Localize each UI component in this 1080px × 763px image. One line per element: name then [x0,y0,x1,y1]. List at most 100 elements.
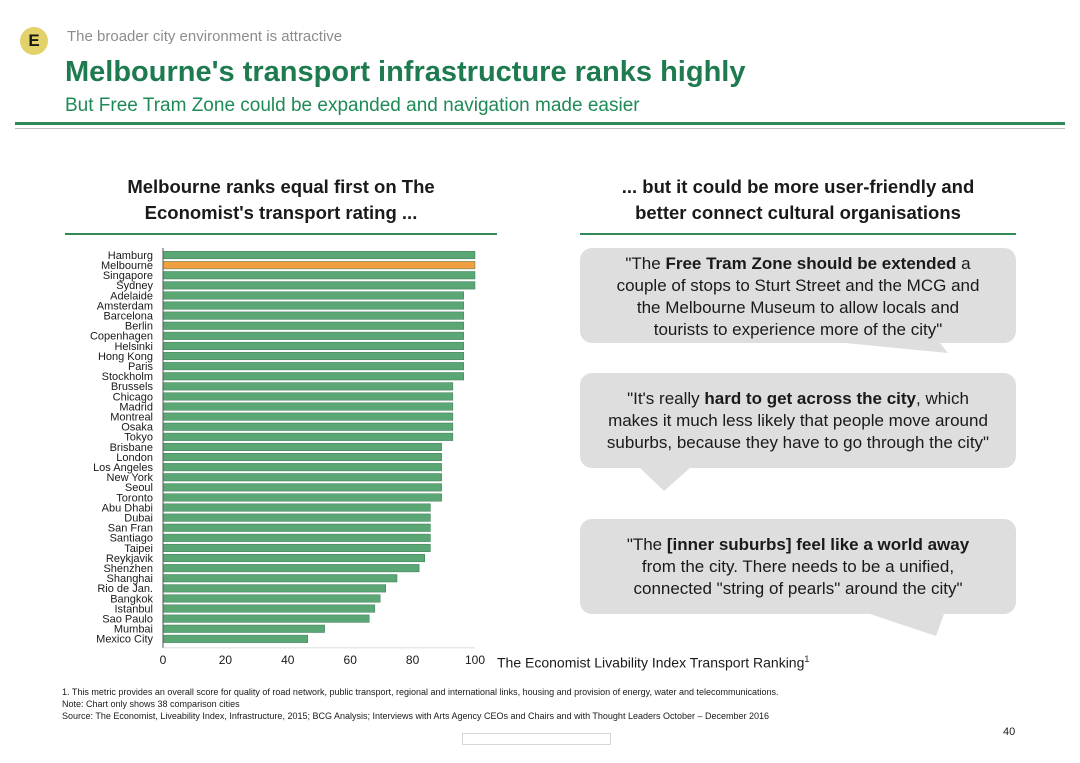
x-tick-label: 60 [344,653,358,667]
footnote-source: Source: The Economist, Liveability Index… [62,711,770,721]
category-label: London [116,452,153,464]
right-column-heading: ... but it could be more user-friendly a… [580,174,1016,226]
category-label: Barcelona [103,310,153,322]
quote-segment: a [956,254,971,273]
quote-bubble [580,519,1016,614]
x-tick-label: 0 [160,653,167,667]
category-label: Madrid [119,401,153,413]
category-label: Toronto [116,492,153,504]
section-badge: E [20,27,48,55]
quote-tail-shape [870,614,944,636]
category-label: Hamburg [108,250,153,262]
category-label: Helsinki [114,341,153,353]
category-label: Mexico City [96,634,153,646]
category-label: Istanbul [114,603,153,615]
quote-tail-shape [845,343,948,353]
left-heading-line-1: Melbourne ranks equal first on The [127,176,435,197]
quote-segment: "It's really [627,389,705,408]
quote-segment: suburbs, because they have to go through… [606,433,990,452]
category-label: Sao Paulo [102,613,153,625]
quote-bubble [580,373,1016,468]
quote-segment: from the city. There needs to be a unifi… [641,557,955,576]
quote-line: from the city. There needs to be a unifi… [580,556,1016,578]
x-tick-label: 40 [281,653,295,667]
category-label: Singapore [103,270,153,282]
category-label: Shenzhen [103,563,153,575]
x-axis-title-superscript: 1 [804,654,810,664]
category-label: Osaka [121,422,154,434]
category-label: Abu Dhabi [102,502,153,514]
category-label: Rio de Jan. [97,583,153,595]
category-label: Mumbai [114,624,153,636]
left-column-heading: Melbourne ranks equal first on The Econo… [65,174,497,226]
quote-line: "The Free Tram Zone should be extended a [580,253,1016,275]
quote-line: "The [inner suburbs] feel like a world a… [580,534,1016,556]
x-tick-label: 100 [465,653,485,667]
category-label: Reykjavik [106,553,154,565]
page-subtitle: But Free Tram Zone could be expanded and… [65,95,640,116]
category-label: Stockholm [102,371,153,383]
quote-bubble [580,248,1016,343]
category-label: Los Angeles [93,462,153,474]
quote-segment: tourists to experience more of the city" [653,320,943,339]
category-label: Santiago [110,533,153,545]
category-label: San Fran [108,523,153,535]
quote-tail-shape [640,468,690,491]
quote-text: "The Free Tram Zone should be extended a… [580,253,1016,341]
section-kicker: The broader city environment is attracti… [67,28,343,45]
quote-line: the Melbourne Museum to allow locals and [580,297,1016,319]
quote-segment: "The [625,254,666,273]
quote-line: suburbs, because they have to go through… [580,432,1016,454]
right-heading-rule [580,233,1016,235]
category-label: Brussels [111,381,154,393]
category-label: Melbourne [101,260,153,272]
category-label: Montreal [110,411,153,423]
quote-segment: , which [916,389,969,408]
quote-text: "It's really hard to get across the city… [580,388,1016,454]
category-label: Amsterdam [97,300,153,312]
category-label: New York [107,472,154,484]
x-tick-label: 80 [406,653,420,667]
category-label: Paris [128,361,154,373]
quote-text: "The [inner suburbs] feel like a world a… [580,534,1016,600]
category-label: Dubai [124,512,153,524]
x-axis-title: The Economist Livability Index Transport… [497,654,809,671]
empty-text-box [462,733,611,745]
footnotes: 1. This metric provides an overall score… [62,686,779,722]
quote-emphasis: hard to get across the city [704,389,916,408]
quote-emphasis: [inner suburbs] feel like a world away [666,535,970,554]
left-heading-line-2: Economist's transport rating ... [144,202,418,223]
quote-line: tourists to experience more of the city" [580,319,1016,341]
footnote-1: 1. This metric provides an overall score… [62,687,779,697]
category-label: Brisbane [110,442,153,454]
category-label: Bangkok [110,593,153,605]
x-tick-label: 20 [219,653,233,667]
quote-line: connected "string of pearls" around the … [580,578,1016,600]
quote-segment: the Melbourne Museum to allow locals and [636,298,960,317]
category-label: Seoul [125,482,153,494]
quote-emphasis: Free Tram Zone should be extended [665,254,957,273]
category-label: Adelaide [110,290,153,302]
page-title: Melbourne's transport infrastructure ran… [65,56,746,88]
right-heading-line-1: ... but it could be more user-friendly a… [621,176,975,197]
quote-line: makes it much less likely that people mo… [580,410,1016,432]
category-label: Sydney [116,280,153,292]
quote-segment: couple of stops to Sturt Street and the … [616,276,980,295]
header-rule [15,122,1065,125]
category-label: Chicago [113,391,153,403]
footnote-note: Note: Chart only shows 38 comparison cit… [62,699,240,709]
category-label: Berlin [125,321,153,333]
quote-line: couple of stops to Sturt Street and the … [580,275,1016,297]
category-label: Hong Kong [98,351,153,363]
category-label: Tokyo [124,432,153,444]
header-rule-thin [15,128,1065,129]
category-label: Copenhagen [90,331,153,343]
quote-segment: connected "string of pearls" around the … [633,579,963,598]
category-label: Taipei [124,543,153,555]
page-number: 40 [1003,726,1016,738]
quote-line: "It's really hard to get across the city… [580,388,1016,410]
